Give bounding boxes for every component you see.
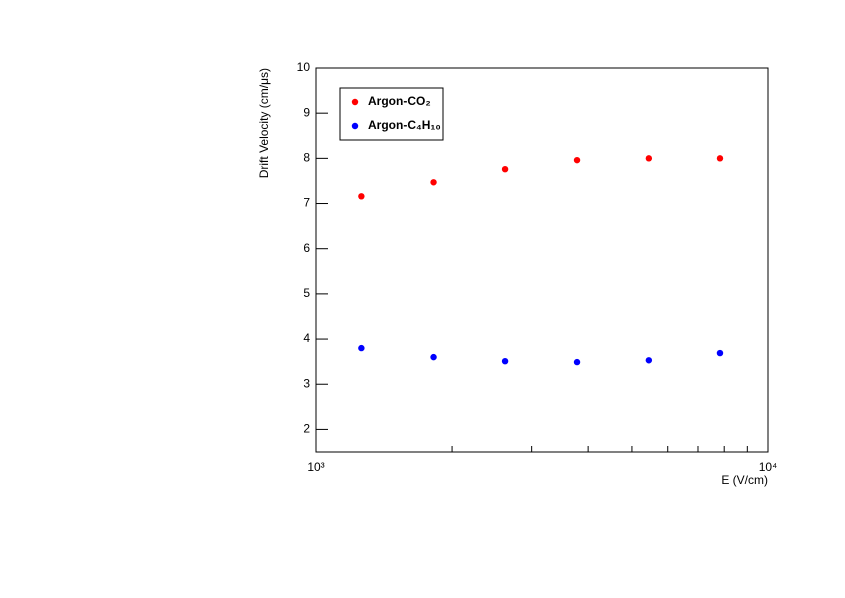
data-point bbox=[358, 193, 365, 200]
legend-marker bbox=[351, 122, 359, 130]
legend-box bbox=[339, 87, 444, 141]
x-tick-label: 10³ bbox=[307, 460, 324, 474]
y-tick-label: 9 bbox=[303, 105, 310, 119]
y-tick-label: 3 bbox=[303, 376, 310, 390]
y-tick-label: 7 bbox=[303, 196, 310, 210]
data-point bbox=[358, 344, 365, 352]
x-tick-label: 10⁴ bbox=[759, 460, 778, 474]
y-tick-label: 8 bbox=[303, 151, 310, 165]
data-point bbox=[645, 357, 653, 364]
data-point bbox=[573, 156, 581, 164]
data-point bbox=[716, 349, 724, 357]
legend-label: Argon-C₄H₁₀ bbox=[368, 118, 441, 132]
y-tick-label: 2 bbox=[303, 422, 310, 436]
data-point bbox=[430, 353, 437, 361]
data-point bbox=[501, 165, 509, 173]
data-point bbox=[430, 179, 437, 186]
data-point bbox=[716, 155, 724, 162]
plot-frame bbox=[315, 67, 769, 453]
y-tick-label: 4 bbox=[303, 331, 310, 345]
y-tick-label: 10 bbox=[297, 60, 311, 74]
y-tick-label: 5 bbox=[303, 286, 310, 300]
data-point bbox=[501, 357, 509, 365]
y-tick-label: 6 bbox=[303, 241, 310, 255]
data-point bbox=[645, 155, 653, 162]
data-point bbox=[573, 358, 581, 366]
x-axis-title: E (V/cm) bbox=[721, 473, 768, 487]
legend-marker bbox=[351, 98, 359, 106]
y-axis-title: Drift Velocity (cm/μs) bbox=[257, 68, 271, 178]
legend-label: Argon-CO₂ bbox=[368, 94, 431, 108]
